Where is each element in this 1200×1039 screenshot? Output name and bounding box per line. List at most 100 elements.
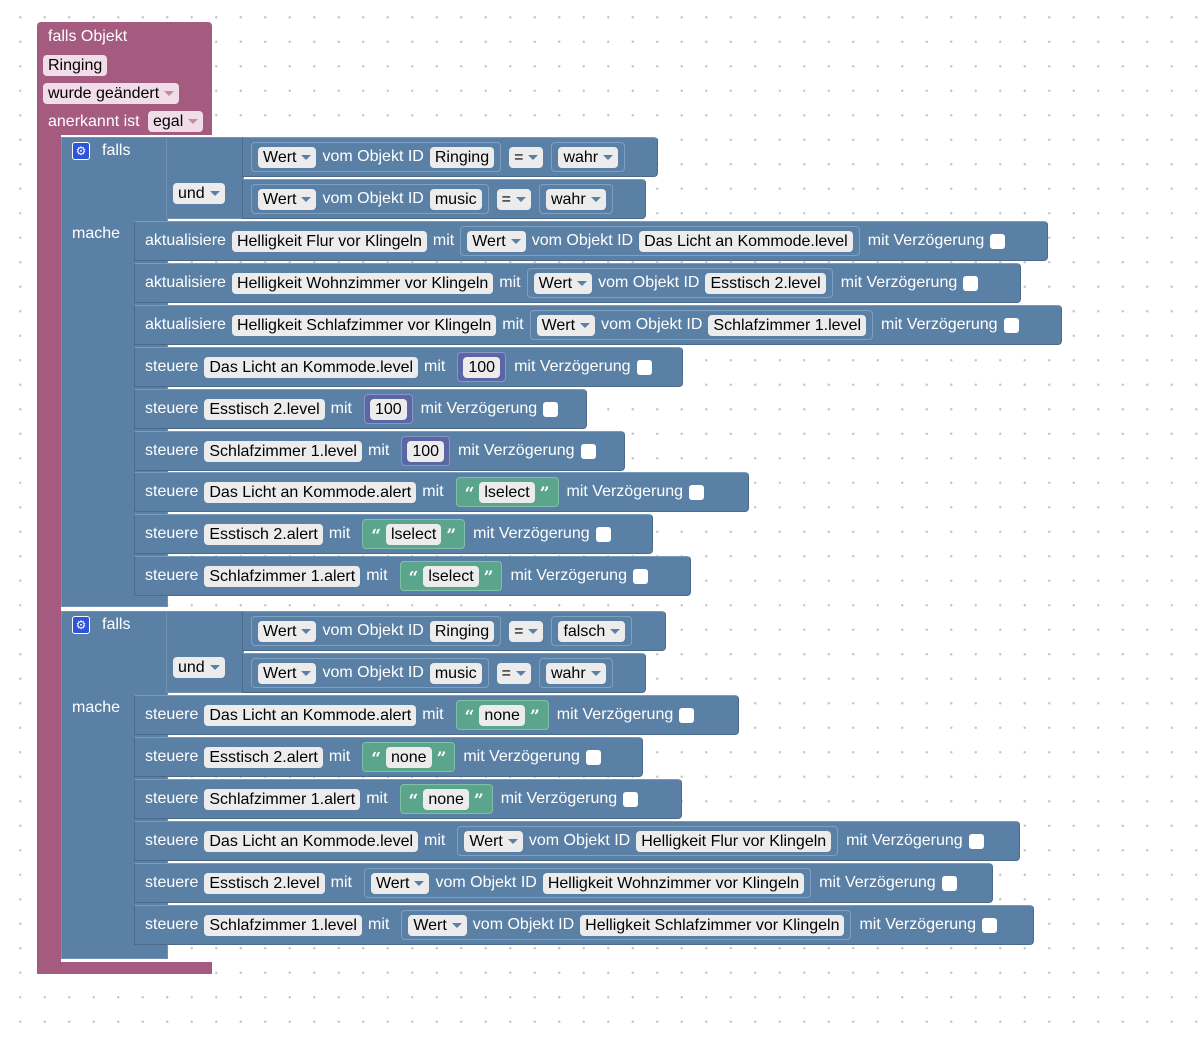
gear-icon[interactable]: ⚙ [72,142,90,160]
if-1-cond-2-object-field[interactable]: music [429,188,482,210]
if-2-cond-1-get-value[interactable]: Wert vom Objekt ID Ringing [251,616,502,646]
control-target-field[interactable]: Schlafzimmer 1.alert [204,565,361,587]
delay-checkbox[interactable] [632,568,648,584]
control-target-field[interactable]: Das Licht an Kommode.level [204,830,419,852]
control-statement[interactable]: steuere Esstisch 2.level mit Wert vom Ob… [134,863,993,903]
text-block[interactable]: “ none ” [455,700,549,730]
source-object-field[interactable]: Das Licht an Kommode.level [639,230,853,252]
delay-checkbox[interactable] [585,749,601,765]
update-statement[interactable]: aktualisiere Helligkeit Schlafzimmer vor… [134,305,1062,345]
wert-dropdown[interactable]: Wert [536,314,596,336]
delay-checkbox[interactable] [981,917,997,933]
trigger-ack-dropdown[interactable]: egal [148,111,204,132]
text-block[interactable]: “ none ” [399,784,493,814]
control-target-field[interactable]: Das Licht an Kommode.alert [204,704,417,726]
get-value-block[interactable]: Wert vom Objekt ID Esstisch 2.level [526,268,833,298]
if-2-condition-1[interactable]: Wert vom Objekt ID Ringing = falsch [242,611,666,651]
update-statement[interactable]: aktualisiere Helligkeit Wohnzimmer vor K… [134,263,1021,303]
if-1-cond-2-wert-dropdown[interactable]: Wert [258,188,317,210]
get-value-block[interactable]: Wert vom Objekt ID Helligkeit Schlafzimm… [401,910,852,940]
get-value-block[interactable]: Wert vom Objekt ID Schlafzimmer 1.level [529,310,874,340]
if-2-cond-1-wert-dropdown[interactable]: Wert [258,620,317,642]
number-field[interactable]: 100 [463,356,501,378]
control-statement[interactable]: steuere Schlafzimmer 1.level mit 100 mit… [134,431,625,471]
if-2-cond-1-object-field[interactable]: Ringing [429,620,495,642]
if-2-cond-2-wert-dropdown[interactable]: Wert [258,662,317,684]
control-target-field[interactable]: Esstisch 2.alert [204,746,323,768]
delay-checkbox[interactable] [963,275,979,291]
control-statement[interactable]: steuere Esstisch 2.alert mit “ lselect ”… [134,514,653,554]
if-2-cond-1-bool-dropdown[interactable]: falsch [558,620,626,642]
if-1-cond-1-get-value[interactable]: Wert vom Objekt ID Ringing [251,142,502,172]
if-1-cond-2-bool-block[interactable]: wahr [538,184,613,214]
if-2-cond-1-bool-block[interactable]: falsch [551,616,633,646]
update-target-field[interactable]: Helligkeit Schlafzimmer vor Klingeln [231,314,497,336]
wert-dropdown[interactable]: Wert [467,230,526,252]
delay-checkbox[interactable] [990,233,1006,249]
if-1-cond-1-bool-dropdown[interactable]: wahr [558,146,619,168]
source-object-field[interactable]: Helligkeit Wohnzimmer vor Klingeln [542,872,805,894]
number-block[interactable]: 100 [363,394,413,424]
control-statement[interactable]: steuere Esstisch 2.alert mit “ none ” mi… [134,737,643,777]
control-statement[interactable]: steuere Das Licht an Kommode.alert mit “… [134,695,739,735]
delay-checkbox[interactable] [968,833,984,849]
number-field[interactable]: 100 [369,398,407,420]
source-object-field[interactable]: Helligkeit Schlafzimmer vor Klingeln [580,914,845,936]
delay-checkbox[interactable] [580,443,596,459]
number-block[interactable]: 100 [401,436,451,466]
get-value-block[interactable]: Wert vom Objekt ID Helligkeit Flur vor K… [457,826,839,856]
if-2-cond-2-object-field[interactable]: music [429,662,482,684]
text-block[interactable]: “ none ” [362,742,456,772]
text-field[interactable]: lselect [385,523,442,545]
if-2-cond-2-bool-block[interactable]: wahr [538,658,613,688]
control-target-field[interactable]: Das Licht an Kommode.alert [204,481,417,503]
if-2-and-block[interactable] [166,611,244,693]
wert-dropdown[interactable]: Wert [408,914,467,936]
text-field[interactable]: none [423,788,469,810]
control-statement[interactable]: steuere Das Licht an Kommode.level mit W… [134,821,1020,861]
if-2-cond-2-operator-dropdown[interactable]: = [496,662,531,684]
source-object-field[interactable]: Helligkeit Flur vor Klingeln [636,830,832,852]
if-2-cond-2-bool-dropdown[interactable]: wahr [545,662,606,684]
delay-checkbox[interactable] [679,707,695,723]
if-2-cond-2-get-value[interactable]: Wert vom Objekt ID music [251,658,489,688]
update-target-field[interactable]: Helligkeit Wohnzimmer vor Klingeln [231,272,494,294]
text-block[interactable]: “ lselect ” [455,477,559,507]
delay-checkbox[interactable] [636,359,652,375]
get-value-block[interactable]: Wert vom Objekt ID Helligkeit Wohnzimmer… [363,868,812,898]
if-1-and-dropdown[interactable]: und [173,183,225,204]
if-1-cond-1-wert-dropdown[interactable]: Wert [258,146,317,168]
text-field[interactable]: lselect [423,565,479,587]
control-target-field[interactable]: Das Licht an Kommode.level [204,356,419,378]
update-statement[interactable]: aktualisiere Helligkeit Flur vor Klingel… [134,221,1048,261]
control-target-field[interactable]: Esstisch 2.alert [204,523,323,545]
wert-dropdown[interactable]: Wert [370,872,430,894]
if-2-cond-1-operator-dropdown[interactable]: = [509,620,544,642]
control-statement[interactable]: steuere Schlafzimmer 1.alert mit “ lsele… [134,556,691,596]
if-1-condition-2[interactable]: Wert vom Objekt ID music = wahr [242,179,646,219]
if-1-and-block[interactable] [166,137,244,219]
control-statement[interactable]: steuere Das Licht an Kommode.level mit 1… [134,347,683,387]
if-1-condition-1[interactable]: Wert vom Objekt ID Ringing = wahr [242,137,658,177]
control-target-field[interactable]: Schlafzimmer 1.level [204,440,362,462]
if-1-cond-2-get-value[interactable]: Wert vom Objekt ID music [251,184,489,214]
if-1-cond-1-bool-block[interactable]: wahr [551,142,626,172]
text-block[interactable]: “ lselect ” [362,519,466,549]
wert-dropdown[interactable]: Wert [464,830,523,852]
update-target-field[interactable]: Helligkeit Flur vor Klingeln [231,230,427,252]
if-1-cond-1-object-field[interactable]: Ringing [429,146,495,168]
text-block[interactable]: “ lselect ” [399,561,503,591]
get-value-block[interactable]: Wert vom Objekt ID Das Licht an Kommode.… [460,226,860,256]
if-1-cond-2-operator-dropdown[interactable]: = [496,188,531,210]
text-field[interactable]: none [479,704,525,726]
delay-checkbox[interactable] [595,526,611,542]
delay-checkbox[interactable] [689,484,705,500]
control-statement[interactable]: steuere Esstisch 2.level mit 100 mit Ver… [134,389,587,429]
delay-checkbox[interactable] [623,791,639,807]
trigger-object-field[interactable]: Ringing [43,55,108,76]
number-field[interactable]: 100 [407,440,445,462]
control-target-field[interactable]: Esstisch 2.level [204,872,325,894]
control-statement[interactable]: steuere Das Licht an Kommode.alert mit “… [134,472,749,512]
source-object-field[interactable]: Schlafzimmer 1.level [708,314,867,336]
source-object-field[interactable]: Esstisch 2.level [705,272,826,294]
